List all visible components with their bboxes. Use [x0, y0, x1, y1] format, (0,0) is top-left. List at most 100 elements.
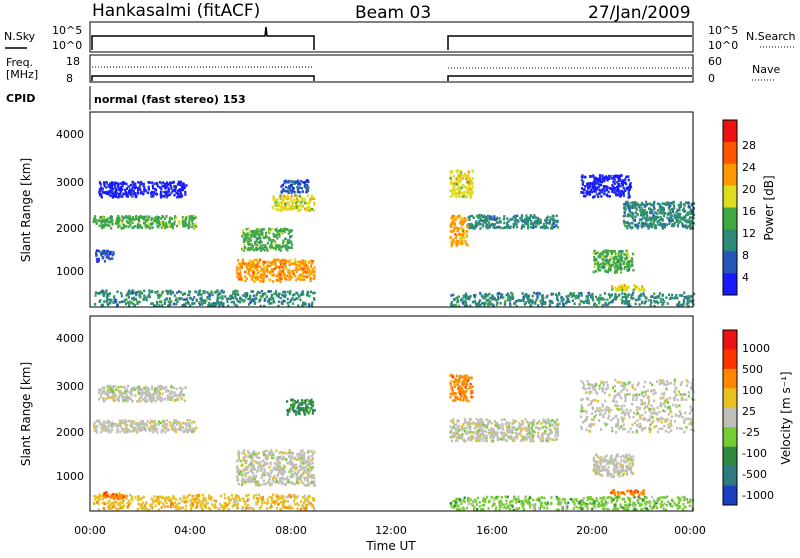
- power-cell-15: [641, 207, 643, 210]
- power-cell-10: [506, 225, 508, 228]
- power-cell-5: [251, 230, 253, 233]
- power-cell-11: [601, 297, 603, 300]
- power-cell-10: [476, 215, 478, 218]
- velocity-cell-4: [300, 468, 302, 471]
- velocity-cell-1: [127, 400, 129, 403]
- power-cell-7: [299, 191, 301, 194]
- velocity-cell-4: [244, 453, 246, 456]
- power-cell-5: [275, 248, 277, 251]
- power-cell-4: [261, 277, 263, 280]
- power-cell-15: [641, 222, 643, 225]
- velocity-cell-2: [178, 507, 180, 510]
- velocity-cell-4: [268, 479, 270, 482]
- power-cell-14: [628, 191, 630, 194]
- power-cell-3: [248, 303, 250, 306]
- power-cell-9: [469, 186, 471, 189]
- power-cell-15: [643, 212, 645, 215]
- power-cell-10: [528, 218, 530, 221]
- power-cell-3: [127, 301, 129, 304]
- power-cell-7: [287, 187, 289, 190]
- power-cell-10: [514, 215, 516, 218]
- velocity-cell-0: [175, 428, 177, 431]
- velocity-cell-2: [259, 497, 261, 500]
- power-cell-13: [609, 269, 611, 272]
- velocity-cell-4: [266, 457, 268, 460]
- velocity-cell-4: [247, 472, 249, 475]
- power-cell-15: [685, 201, 687, 204]
- power-cell-3: [284, 291, 286, 294]
- power-cell-4: [286, 268, 288, 271]
- power-cell-10: [538, 222, 540, 225]
- power-cell-10: [483, 215, 485, 218]
- power-cell-15: [652, 204, 654, 207]
- velocity-cell-2: [246, 500, 248, 503]
- velocity-cell-4: [236, 460, 238, 463]
- power-cell-6: [273, 195, 275, 198]
- power-cell-11: [504, 303, 506, 306]
- power-cell-13: [593, 259, 595, 262]
- velocity-cell-4: [279, 471, 281, 474]
- power-cell-11: [522, 292, 524, 295]
- power-cell-1: [181, 195, 183, 198]
- power-cell-3: [264, 299, 266, 302]
- power-cell-7: [285, 186, 287, 189]
- power-cell-0: [99, 216, 101, 219]
- power-cell-9: [463, 191, 465, 194]
- power-cell-9: [468, 177, 470, 180]
- power-cell-14: [584, 176, 586, 179]
- power-cell-15: [631, 226, 633, 229]
- power-cell-4: [306, 275, 308, 278]
- velocity-cell-4: [253, 450, 255, 453]
- power-cell-4: [296, 261, 298, 264]
- power-cell-11: [630, 294, 632, 297]
- power-cell-10: [517, 220, 519, 223]
- power-cell-11: [613, 298, 615, 301]
- power-cell-11: [611, 294, 613, 297]
- velocity-cell-1: [102, 387, 104, 390]
- power-cell-1: [164, 186, 166, 189]
- velocity-cell-2: [175, 504, 177, 507]
- power-cell-11: [567, 298, 569, 301]
- power-cell-4: [236, 276, 238, 279]
- power-cell-3: [201, 301, 203, 304]
- power-cell-11: [557, 299, 559, 302]
- velocity-cell-2: [187, 495, 189, 498]
- velocity-cell-0: [155, 429, 157, 432]
- power-cell-6: [295, 205, 297, 208]
- power-cell-5: [290, 242, 292, 245]
- power-cell-1: [152, 187, 154, 190]
- velocity-cell-2: [156, 496, 158, 499]
- power-cell-4: [254, 259, 256, 262]
- power-cell-4: [240, 263, 242, 266]
- power-cell-9: [453, 175, 455, 178]
- velocity-cell-2: [266, 507, 268, 510]
- power-cell-1: [151, 182, 153, 185]
- velocity-cell-0: [158, 423, 160, 426]
- power-cell-11: [679, 304, 681, 307]
- power-cell-4: [254, 267, 256, 270]
- velocity-cell-3: [119, 494, 121, 497]
- power-cell-0: [111, 221, 113, 224]
- velocity-cell-4: [304, 469, 306, 472]
- velocity-cell-1: [122, 399, 124, 402]
- power-cell-3: [239, 301, 241, 304]
- power-cell-10: [496, 221, 498, 224]
- power-cell-5: [271, 241, 273, 244]
- velocity-cell-4: [303, 459, 305, 462]
- power-cell-3: [268, 290, 270, 293]
- power-cell-15: [636, 204, 638, 207]
- power-cell-14: [618, 191, 620, 194]
- power-cell-1: [148, 186, 150, 189]
- velocity-cell-4: [312, 462, 314, 465]
- power-cell-0: [128, 215, 130, 218]
- velocity-cell-4: [300, 461, 302, 464]
- power-cell-14: [619, 176, 621, 179]
- power-cell-11: [657, 302, 659, 305]
- power-cell-3: [157, 297, 159, 300]
- power-cell-0: [151, 217, 153, 220]
- power-cell-11: [559, 302, 561, 305]
- velocity-cell-2: [256, 502, 258, 505]
- power-cell-3: [139, 293, 141, 296]
- power-cell-3: [173, 303, 175, 306]
- power-cell-6: [273, 198, 275, 201]
